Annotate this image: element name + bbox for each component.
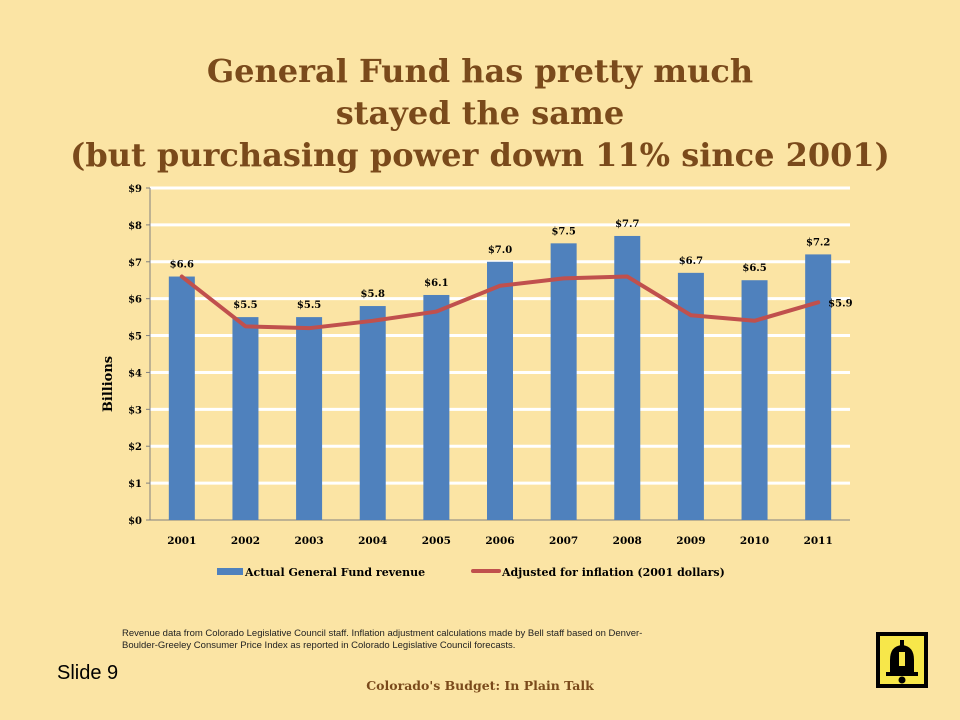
y-tick-label: $1 bbox=[128, 479, 142, 490]
slide-title: General Fund has pretty much stayed the … bbox=[20, 50, 940, 176]
revenue-bar bbox=[232, 317, 259, 520]
bell-logo-icon bbox=[876, 632, 928, 688]
title-line-3: (but purchasing power down 11% since 200… bbox=[70, 136, 890, 174]
inflation-line-end-label: $5.9 bbox=[828, 298, 852, 309]
revenue-bar bbox=[359, 306, 386, 520]
slide-number: Slide 9 bbox=[57, 662, 119, 684]
x-tick-label: 2008 bbox=[613, 535, 642, 547]
title-line-2: stayed the same bbox=[335, 94, 625, 132]
x-tick-labels: 2001 2002 2003 2004 2005 2006 2007 2008 2009 2010… bbox=[167, 535, 833, 547]
y-axis-label: Billions bbox=[101, 356, 116, 412]
x-tick-label: 2001 bbox=[167, 535, 196, 547]
source-note-line-1: Revenue data from Colorado Legislative C… bbox=[122, 628, 643, 639]
source-note: Revenue data from Colorado Legislative C… bbox=[122, 628, 822, 652]
revenue-chart: $0$1$2$3$4$5$6$7$8$9 $6.6$5.5 $5.5$5.8$6.… bbox=[101, 184, 853, 579]
revenue-bar-label: $5.8 bbox=[361, 289, 385, 300]
revenue-bar bbox=[296, 317, 323, 520]
revenue-bar-label: $6.1 bbox=[424, 278, 448, 289]
title-line-1: General Fund has pretty much bbox=[206, 52, 754, 90]
x-tick-label: 2010 bbox=[740, 535, 769, 547]
revenue-bar bbox=[168, 276, 195, 520]
y-tick-label: $8 bbox=[128, 221, 142, 232]
revenue-bar bbox=[423, 294, 450, 520]
source-note-line-2: Boulder-Greeley Consumer Price Index as … bbox=[122, 640, 516, 651]
revenue-bar-label: $5.5 bbox=[297, 300, 321, 311]
revenue-bar-label: $7.5 bbox=[551, 226, 575, 237]
y-tick-labels: $0 $1 $2 $3 $4 $5 $6 $7 $8 $9 bbox=[128, 184, 150, 527]
y-tick-label: $6 bbox=[128, 295, 142, 306]
x-tick-label: 2007 bbox=[549, 535, 578, 547]
legend-label-line: Adjusted for inflation (2001 dollars) bbox=[501, 566, 725, 579]
revenue-bar bbox=[805, 254, 832, 520]
x-tick-label: 2002 bbox=[231, 535, 260, 547]
legend-label-bars: Actual General Fund revenue bbox=[244, 566, 425, 579]
y-tick-label: $2 bbox=[128, 442, 142, 453]
x-tick-label: 2009 bbox=[676, 535, 705, 547]
revenue-bar-label: $7.2 bbox=[806, 237, 830, 248]
x-tick-label: 2005 bbox=[422, 535, 451, 547]
revenue-bar-label: $7.0 bbox=[488, 245, 512, 256]
revenue-bar bbox=[550, 243, 577, 521]
revenue-bar-label: $5.5 bbox=[233, 300, 257, 311]
inflation-line: $5.9 bbox=[179, 274, 853, 331]
revenue-bar-label: $6.6 bbox=[170, 260, 194, 271]
y-tick-label: $9 bbox=[128, 184, 142, 195]
y-tick-label: $5 bbox=[128, 332, 142, 343]
y-tick-label: $4 bbox=[128, 368, 142, 379]
footer-title: Colorado's Budget: In Plain Talk bbox=[366, 678, 594, 693]
revenue-bar-label: $7.7 bbox=[615, 219, 639, 230]
inflation-adjusted-line bbox=[179, 274, 821, 331]
y-tick-label: $7 bbox=[128, 258, 142, 269]
legend-swatch-bars bbox=[217, 568, 243, 575]
y-tick-label: $0 bbox=[128, 516, 142, 527]
revenue-bar bbox=[487, 261, 513, 520]
revenue-bar-label: $6.5 bbox=[742, 263, 766, 274]
x-tick-label: 2006 bbox=[485, 535, 514, 547]
y-tick-label: $3 bbox=[128, 405, 142, 416]
bar-data-labels: $6.6 $5.5 $5.5 $5.8 $6.1 $7.0 $7.5 $7.7 $6.7 $6.5… bbox=[170, 219, 831, 311]
x-tick-label: 2003 bbox=[294, 535, 323, 547]
x-tick-label: 2004 bbox=[358, 535, 387, 547]
bars bbox=[168, 235, 832, 521]
legend: Actual General Fund revenue Adjusted for… bbox=[217, 566, 725, 579]
x-tick-label: 2011 bbox=[804, 535, 833, 547]
revenue-bar-label: $6.7 bbox=[679, 256, 703, 267]
